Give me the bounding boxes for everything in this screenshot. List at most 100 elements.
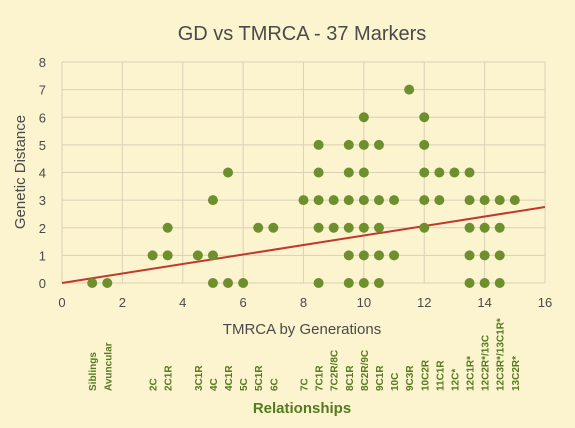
- data-point: [223, 278, 234, 288]
- trendline: [61, 206, 546, 284]
- data-point: [358, 167, 369, 178]
- relationship-label: Avuncular: [103, 342, 114, 391]
- data-point: [419, 139, 430, 150]
- x-tick-label: 16: [538, 295, 552, 310]
- x-tick-label: 4: [179, 295, 186, 310]
- data-point: [479, 278, 490, 288]
- y-tick-label: 8: [39, 55, 46, 70]
- data-point: [419, 222, 430, 233]
- y-tick-label: 2: [39, 221, 46, 236]
- relationship-label: 7C: [300, 378, 311, 391]
- data-points: [87, 84, 520, 288]
- data-point: [207, 250, 218, 261]
- chart-title: GD vs TMRCA - 37 Markers: [178, 23, 427, 45]
- data-point: [313, 195, 324, 206]
- data-point: [343, 278, 354, 288]
- data-point: [434, 167, 445, 178]
- relationship-label: 4C1R: [224, 365, 235, 391]
- data-point: [358, 139, 369, 150]
- relationship-label: 7C1R: [315, 365, 326, 391]
- data-point: [358, 195, 369, 206]
- relationship-label: 12C3R*/13C1R*: [496, 318, 507, 391]
- data-point: [464, 278, 475, 288]
- relationship-labels: Siblings Avuncular 2C 2C1R 3C1R 4C 4C1R 5C 5C1R 6…: [88, 318, 522, 391]
- y-tick-label: 7: [39, 83, 46, 98]
- relationship-label: 12C*: [450, 369, 461, 391]
- y-axis-title: Genetic Distance: [12, 115, 29, 229]
- relationship-label: 5C: [239, 378, 250, 391]
- x-axis-title: TMRCA by Generations: [223, 321, 381, 338]
- relationship-label: 6C: [269, 378, 280, 391]
- relationship-label: 11C1R: [435, 360, 446, 391]
- data-point: [419, 195, 430, 206]
- trendline-layer: [61, 206, 546, 284]
- data-point: [147, 250, 158, 261]
- x-tick-label: 2: [119, 295, 126, 310]
- data-point: [494, 222, 505, 233]
- data-point: [328, 195, 339, 206]
- data-point: [479, 250, 490, 261]
- data-point: [253, 222, 264, 233]
- relationship-label: 10C: [390, 373, 401, 391]
- data-point: [358, 112, 369, 123]
- data-point: [373, 139, 384, 150]
- data-point: [494, 278, 505, 288]
- x-tick-label: 10: [357, 295, 371, 310]
- data-point: [343, 222, 354, 233]
- data-point: [389, 250, 400, 261]
- data-point: [479, 222, 490, 233]
- x-tick-label: 12: [417, 295, 431, 310]
- data-point: [313, 167, 324, 178]
- data-point: [162, 250, 173, 261]
- data-point: [87, 278, 98, 288]
- y-tick-label: 4: [39, 166, 46, 181]
- relationship-label: 7C2R/8C: [330, 350, 341, 391]
- data-point: [162, 222, 173, 233]
- data-point: [343, 195, 354, 206]
- relationship-label: 10C2R: [420, 359, 431, 391]
- data-point: [102, 278, 113, 288]
- data-point: [328, 222, 339, 233]
- relationship-label: 4C: [209, 378, 220, 391]
- relationship-label: Siblings: [88, 352, 99, 391]
- x-tick-label: 14: [477, 295, 491, 310]
- data-point: [464, 167, 475, 178]
- data-point: [313, 278, 324, 288]
- data-point: [268, 222, 279, 233]
- relationship-label: 8C1R: [345, 365, 356, 391]
- data-point: [373, 250, 384, 261]
- data-point: [464, 222, 475, 233]
- data-point: [358, 222, 369, 233]
- relationship-label: 5C1R: [254, 365, 265, 391]
- data-point: [298, 195, 309, 206]
- relationship-label: 12C1R*: [466, 356, 477, 391]
- data-point: [464, 250, 475, 261]
- relationships-title: Relationships: [253, 400, 351, 417]
- y-tick-label: 3: [39, 193, 46, 208]
- data-point: [449, 167, 460, 178]
- data-point: [434, 195, 445, 206]
- relationship-label: 3C1R: [194, 365, 205, 391]
- data-point: [343, 250, 354, 261]
- data-point: [509, 195, 520, 206]
- relationship-label: 9C3R: [405, 365, 416, 391]
- relationship-label: 2C: [149, 378, 160, 391]
- data-point: [313, 222, 324, 233]
- data-point: [358, 250, 369, 261]
- data-point: [313, 139, 324, 150]
- data-point: [373, 222, 384, 233]
- data-point: [358, 278, 369, 288]
- x-tick-label: 8: [300, 295, 307, 310]
- y-tick-label: 5: [39, 138, 46, 153]
- relationship-label: 8C2R/9C: [360, 350, 371, 391]
- data-point: [207, 195, 218, 206]
- relationship-label: 12C2R*/13C: [481, 335, 492, 391]
- data-point: [192, 250, 203, 261]
- data-point: [238, 278, 249, 288]
- relationship-label: 13C2R*: [511, 356, 522, 391]
- relationship-label: 2C1R: [164, 365, 175, 391]
- data-point: [494, 250, 505, 261]
- y-tick-label: 1: [39, 248, 46, 263]
